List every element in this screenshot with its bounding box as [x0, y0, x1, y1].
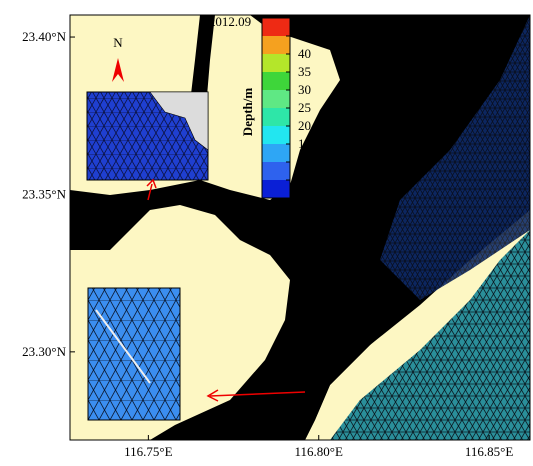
colorbar-bin	[262, 180, 290, 198]
colorbar-tick-label: 15	[298, 136, 311, 151]
north-arrow	[112, 58, 124, 82]
colorbar-bin	[262, 108, 290, 126]
deep-mesh-region	[330, 230, 530, 440]
y-tick-label: 23.30°N	[22, 344, 66, 359]
arrow-head	[146, 178, 157, 189]
colorbar-tick-label: 40	[298, 46, 311, 61]
x-tick-label: 116.80°E	[295, 444, 343, 459]
colorbar-tick-label: 25	[298, 100, 311, 115]
y-tick-label: 23.40°N	[22, 29, 66, 44]
colorbar-title: 2012.09	[209, 14, 251, 29]
plot-frame	[69, 14, 531, 441]
colorbar-bin	[262, 162, 290, 180]
colorbar-tick-label: 20	[298, 118, 311, 133]
colorbar: 2012.09 Depth/m	[209, 14, 255, 136]
colorbar-bin	[262, 36, 290, 54]
arrow	[147, 183, 153, 201]
colorbar-bin	[262, 18, 290, 36]
colorbar-tick-label: 35	[298, 64, 311, 79]
colorbar-bin	[262, 72, 290, 90]
colorbar-label: Depth/m	[240, 88, 255, 137]
arrow-head	[206, 389, 219, 402]
colorbar-bin	[262, 54, 290, 72]
inset-line	[95, 309, 151, 384]
arrow	[209, 391, 306, 397]
mesh-region	[380, 15, 530, 300]
estuary-mesh	[70, 15, 530, 440]
colorbar-bin	[262, 90, 290, 108]
colorbar-tick-label: 30	[298, 82, 311, 97]
x-tick-label: 116.75°E	[124, 444, 172, 459]
y-tick-label: 23.35°N	[22, 186, 66, 201]
colorbar-bin	[262, 144, 290, 162]
map-area: N	[70, 15, 530, 440]
x-tick-label: 116.85°E	[465, 444, 513, 459]
north-label: N	[113, 35, 123, 50]
inset-bottom	[87, 287, 181, 421]
colorbar-tick-label: 5	[298, 172, 305, 187]
coast-mesh	[280, 230, 420, 440]
colorbar-tick-label: 45	[298, 28, 311, 43]
colorbar-tick-label: 10	[298, 154, 311, 169]
colorbar-bin	[262, 126, 290, 144]
inset-top-land	[149, 91, 209, 151]
